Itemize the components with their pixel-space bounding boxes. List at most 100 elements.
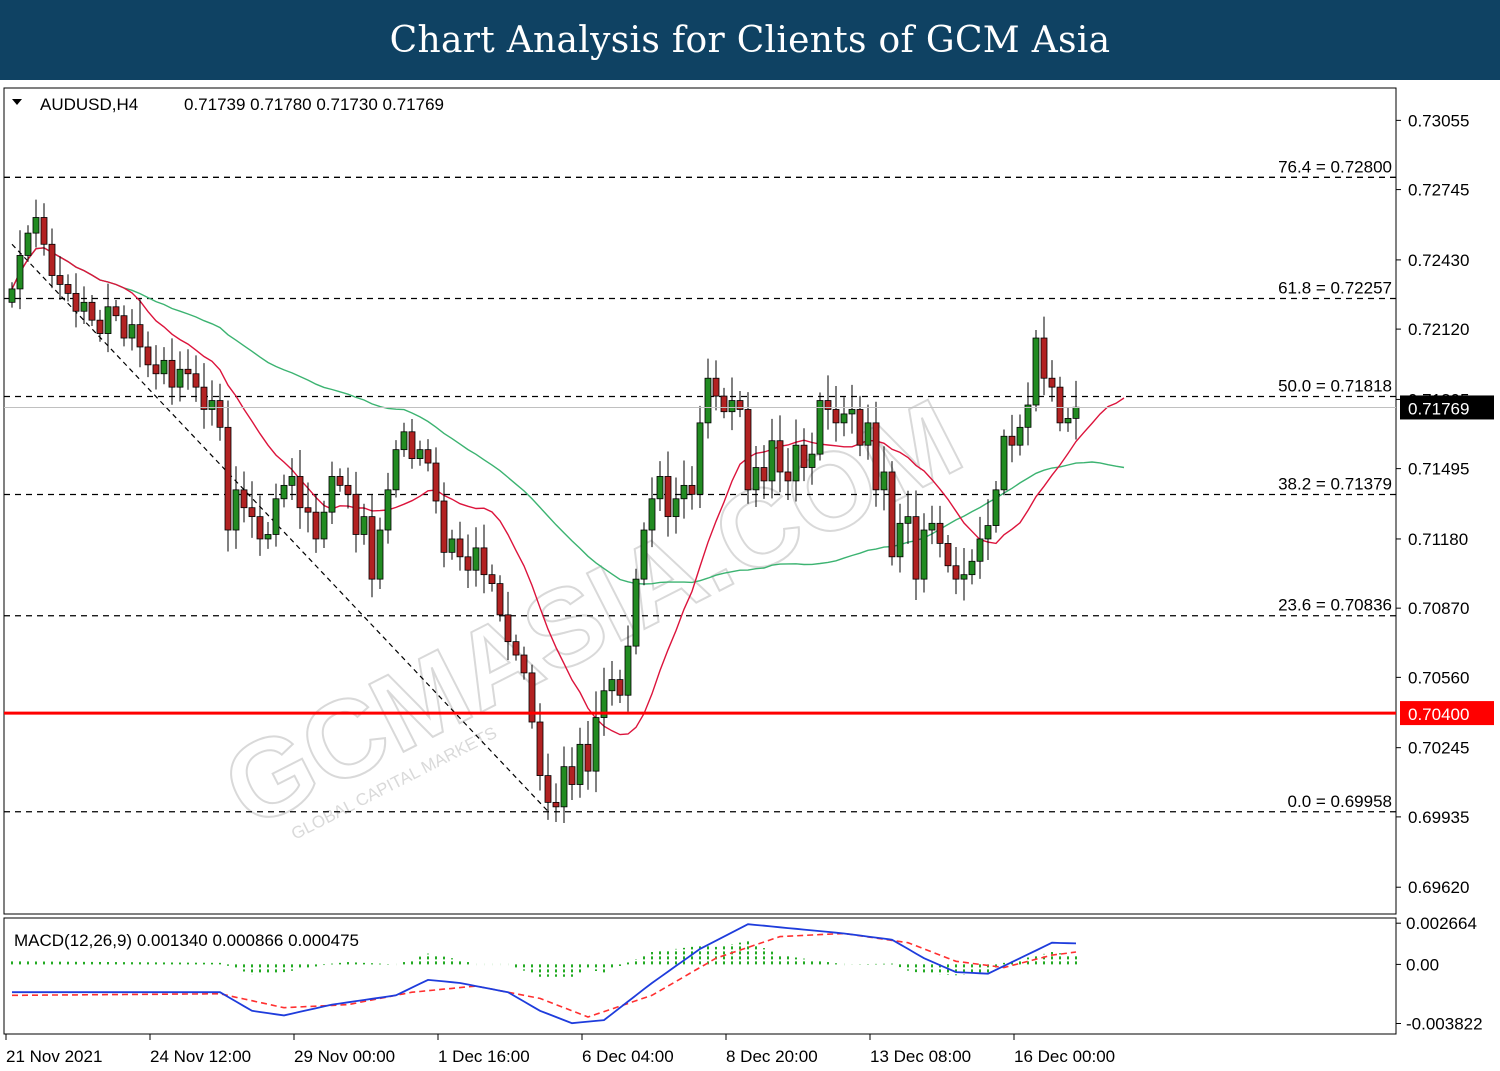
candle-body [912, 516, 920, 580]
candle-body [1024, 404, 1032, 428]
chart-menu-triangle-icon[interactable] [12, 99, 22, 105]
candle-body [424, 449, 432, 464]
candle-body [256, 516, 264, 540]
trendline [11, 243, 549, 812]
candle-body [232, 489, 240, 531]
header-title: Chart Analysis for Clients of GCM Asia [389, 19, 1111, 61]
candle-body [40, 217, 48, 245]
candle-body [472, 547, 480, 571]
price-tick-label: 0.72430 [1408, 251, 1469, 270]
candle-body [744, 409, 752, 491]
candle-body [112, 306, 120, 317]
candle-body [808, 453, 816, 468]
ma-fast-line [11, 247, 1125, 736]
candle-body [384, 489, 392, 531]
candle-body [240, 489, 248, 509]
candle-body [984, 525, 992, 540]
candle-body [720, 395, 728, 413]
candle-body [328, 476, 336, 513]
candle-body [512, 641, 520, 656]
candle-body [344, 484, 352, 495]
candle-body [456, 538, 464, 558]
candle-body [128, 324, 136, 339]
candle-body [936, 522, 944, 544]
candle-body [792, 444, 800, 482]
candle-body [592, 717, 600, 772]
time-tick-label: 21 Nov 2021 [6, 1047, 102, 1066]
candle-body [552, 801, 560, 808]
fib-label: 61.8 = 0.72257 [1278, 279, 1392, 298]
candle-body [416, 449, 424, 459]
candle-body [992, 489, 1000, 526]
candle-body [1032, 337, 1040, 406]
time-tick-label: 8 Dec 20:00 [726, 1047, 818, 1066]
candle-body [632, 578, 640, 647]
candle-body [856, 409, 864, 446]
candle-body [1048, 377, 1056, 388]
candle-body [608, 679, 616, 692]
price-tick-label: 0.69935 [1408, 808, 1469, 827]
candle-body [224, 426, 232, 531]
symbol-label: AUDUSD,H4 [40, 95, 138, 114]
candle-body [368, 516, 376, 580]
candle-body [152, 364, 160, 375]
candle-body [1040, 337, 1048, 379]
candle-body [168, 359, 176, 388]
price-tick-label: 0.70245 [1408, 739, 1469, 758]
candle-body [496, 583, 504, 616]
candle-body [960, 574, 968, 580]
candle-body [600, 690, 608, 718]
price-tick-label: 0.70560 [1408, 668, 1469, 687]
macd-tick-label: 0.002664 [1406, 914, 1477, 933]
candle-body [760, 467, 768, 482]
macd-panel-frame [3, 917, 1397, 1035]
candle-body [768, 440, 776, 482]
candle-body [352, 493, 360, 535]
candle-body [280, 484, 288, 500]
macd-signal-line [12, 932, 1077, 1018]
candle-body [824, 400, 832, 410]
candle-body [392, 449, 400, 491]
candle-body [48, 243, 56, 276]
candle-body [304, 507, 312, 513]
candle-body [616, 679, 624, 696]
candle-body [848, 409, 856, 415]
candle-body [624, 645, 632, 696]
time-tick-label: 13 Dec 08:00 [870, 1047, 971, 1066]
candle-body [272, 498, 280, 535]
candle-body [752, 467, 760, 491]
candle-body [872, 422, 880, 491]
candle-body [312, 511, 320, 540]
candle-body [736, 400, 744, 410]
candle-body [120, 315, 128, 339]
candle-body [80, 301, 88, 312]
candle-body [432, 462, 440, 502]
candle-body [680, 484, 688, 500]
time-tick-label: 29 Nov 00:00 [294, 1047, 395, 1066]
candle-body [488, 574, 496, 585]
candle-body [464, 556, 472, 571]
fib-label: 0.0 = 0.69958 [1288, 792, 1392, 811]
candle-body [200, 386, 208, 410]
macd-main-line [12, 923, 1077, 1025]
candle-body [696, 422, 704, 495]
candle-body [968, 560, 976, 576]
support-price-label: 0.70400 [1408, 705, 1469, 724]
candle-body [776, 440, 784, 473]
candle-body [96, 319, 104, 334]
time-tick-label: 6 Dec 04:00 [582, 1047, 674, 1066]
candle-body [248, 507, 256, 518]
candle-body [88, 301, 96, 321]
candle-body [576, 743, 584, 785]
candle-body [784, 471, 792, 482]
candle-body [1072, 406, 1080, 419]
candle-body [216, 400, 224, 428]
candle-body [640, 529, 648, 580]
candle-body [864, 422, 872, 446]
candle-body [976, 538, 984, 562]
candle-body [840, 413, 848, 424]
candle-body [408, 431, 416, 459]
candle-body [56, 275, 64, 285]
candle-body [688, 484, 696, 495]
candle-body [568, 766, 576, 785]
